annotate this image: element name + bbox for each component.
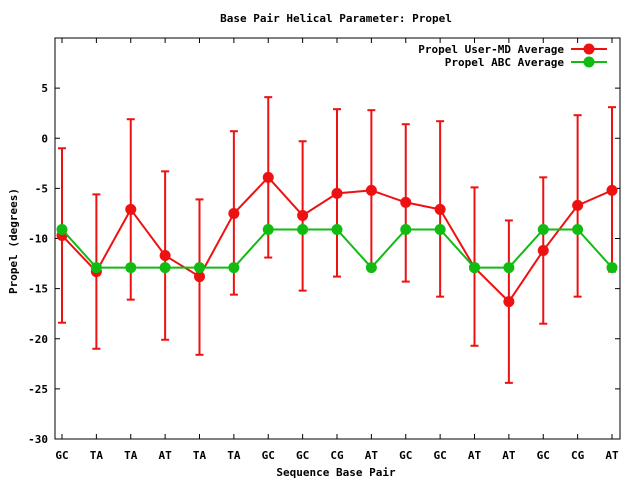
data-point bbox=[331, 223, 343, 235]
data-point bbox=[159, 250, 171, 262]
data-point bbox=[400, 223, 412, 235]
y-tick-label: 5 bbox=[41, 82, 48, 95]
data-point bbox=[503, 296, 515, 308]
data-point bbox=[297, 223, 309, 235]
x-tick-label: TA bbox=[193, 449, 207, 462]
x-tick-label: AT bbox=[605, 449, 619, 462]
data-point bbox=[56, 223, 68, 235]
x-axis: GC TA TA AT TA TA GC GC CG AT GC GC AT AT GC CG AT bbox=[55, 38, 619, 462]
y-tick-label: -10 bbox=[28, 233, 48, 246]
x-tick-label: AT bbox=[502, 449, 516, 462]
data-point bbox=[297, 209, 309, 221]
data-point bbox=[400, 196, 412, 208]
data-point bbox=[606, 184, 618, 196]
legend-marker bbox=[583, 56, 595, 68]
data-point bbox=[606, 262, 618, 274]
legend-marker bbox=[583, 43, 595, 55]
x-tick-label: GC bbox=[399, 449, 412, 462]
data-point bbox=[194, 262, 205, 274]
x-tick-label: AT bbox=[159, 449, 173, 462]
data-point bbox=[90, 262, 102, 274]
y-tick-label: -5 bbox=[35, 182, 48, 195]
x-tick-label: GC bbox=[434, 449, 447, 462]
data-point bbox=[537, 223, 549, 235]
data-point bbox=[125, 262, 137, 274]
data-point bbox=[194, 271, 205, 283]
x-tick-label: CG bbox=[330, 449, 344, 462]
y-axis: 5 0 -5 -10 -15 -20 -25 -30 bbox=[28, 82, 620, 446]
y-axis-label: Propel (degrees) bbox=[7, 188, 20, 294]
y-tick-label: -25 bbox=[28, 383, 48, 396]
x-tick-label: TA bbox=[90, 449, 104, 462]
x-tick-label: CG bbox=[571, 449, 585, 462]
legend-label: Propel User-MD Average bbox=[418, 43, 564, 56]
x-tick-label: GC bbox=[55, 449, 68, 462]
x-tick-label: TA bbox=[227, 449, 241, 462]
y-tick-label: -20 bbox=[28, 333, 48, 346]
data-point bbox=[365, 184, 377, 196]
x-tick-label: GC bbox=[537, 449, 550, 462]
x-tick-label: GC bbox=[296, 449, 309, 462]
x-tick-label: AT bbox=[468, 449, 482, 462]
data-point bbox=[159, 262, 171, 274]
y-tick-label: -15 bbox=[28, 283, 48, 296]
data-point bbox=[262, 223, 274, 235]
data-point bbox=[125, 203, 137, 215]
data-point bbox=[228, 207, 240, 219]
data-point bbox=[434, 223, 446, 235]
y-tick-label: 0 bbox=[41, 132, 48, 145]
data-point bbox=[503, 262, 515, 274]
data-point bbox=[572, 223, 584, 235]
data-point bbox=[469, 262, 480, 274]
data-point bbox=[228, 262, 240, 274]
data-point bbox=[434, 203, 446, 215]
series-2 bbox=[56, 223, 618, 274]
x-tick-label: TA bbox=[124, 449, 138, 462]
x-axis-label: Sequence Base Pair bbox=[276, 466, 396, 479]
y-tick-label: -30 bbox=[28, 433, 48, 446]
data-point bbox=[262, 171, 274, 183]
data-point bbox=[365, 262, 377, 274]
data-point bbox=[537, 245, 549, 257]
legend-label: Propel ABC Average bbox=[445, 56, 565, 69]
x-tick-label: GC bbox=[262, 449, 275, 462]
chart-title: Base Pair Helical Parameter: Propel bbox=[220, 12, 452, 25]
data-point bbox=[572, 199, 584, 211]
x-tick-label: AT bbox=[365, 449, 379, 462]
data-point bbox=[331, 187, 343, 199]
series-layer bbox=[56, 96, 618, 384]
